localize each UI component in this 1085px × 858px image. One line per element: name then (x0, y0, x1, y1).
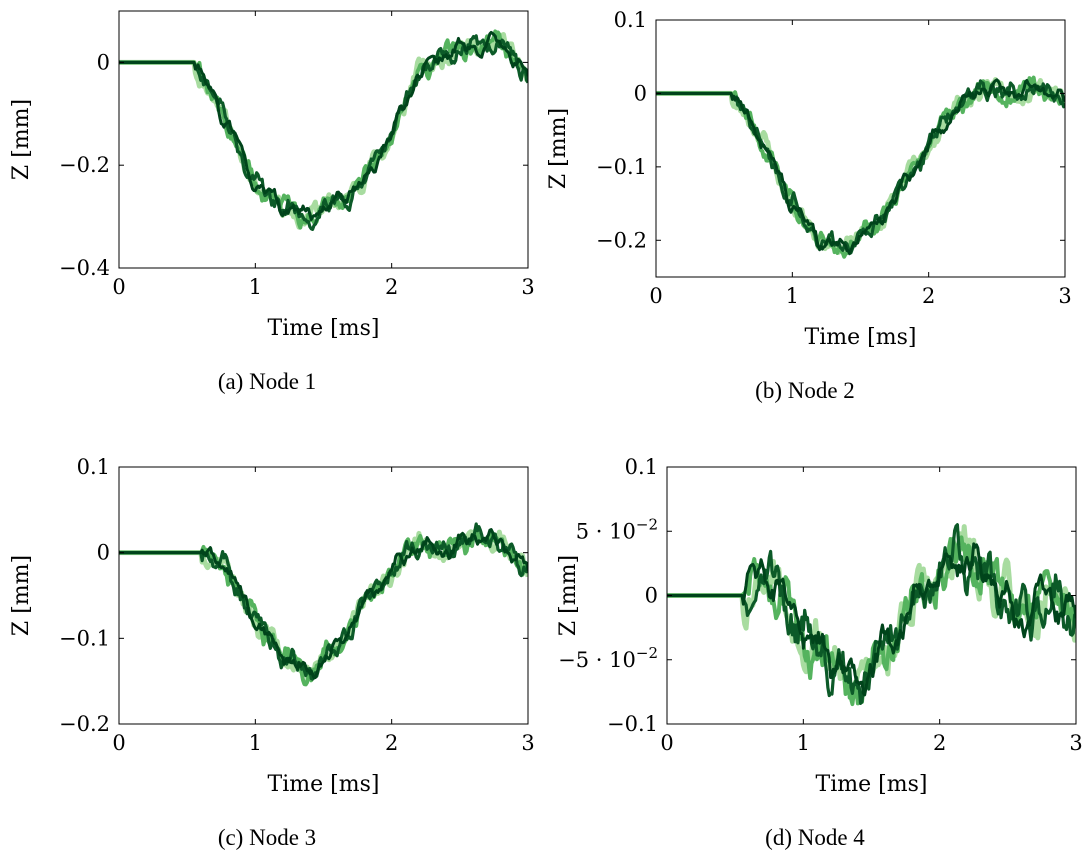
axes-frame (655, 19, 1066, 278)
x-tick-label: 3 (521, 731, 534, 755)
y-tick-label: −0.1 (607, 712, 658, 736)
series-line-4 (656, 78, 1065, 256)
panel-caption: (d) Node 4 (765, 825, 865, 850)
axes-frame (118, 466, 529, 725)
x-tick-label: 1 (249, 731, 262, 755)
panel-caption: (b) Node 2 (755, 378, 855, 403)
chart-panel-b: 0 1 2 3 −0.2 −0.1 0 0.1 Time [ms] Z [mm] (b) Node … (546, 8, 1072, 403)
x-axis-label: Time [ms] (805, 325, 917, 350)
y-tick-label: −0.4 (59, 256, 110, 280)
x-tick-label: 1 (786, 284, 799, 308)
y-tick-label: −0.1 (596, 155, 647, 179)
y-tick-label: 0.1 (77, 455, 110, 479)
axes-frame (118, 10, 529, 269)
panel-caption: (c) Node 3 (218, 825, 316, 850)
x-tick-label: 2 (933, 731, 946, 755)
x-tick-label: 0 (112, 731, 125, 755)
x-tick-label: 3 (1069, 731, 1082, 755)
x-axis-label: Time [ms] (268, 316, 380, 341)
y-axis-label: Z [mm] (546, 108, 571, 189)
y-tick-label: −0.2 (596, 228, 647, 252)
y-tick-label: 0 (634, 81, 647, 105)
series-line-1 (656, 77, 1065, 255)
y-tick-label: −5 · 10−2 (558, 644, 658, 672)
panel-caption: (a) Node 1 (218, 369, 316, 394)
y-tick-label: −0.1 (59, 626, 110, 650)
y-tick-label: 0.1 (614, 8, 647, 32)
x-axis-label: Time [ms] (268, 772, 380, 797)
x-tick-label: 2 (922, 284, 935, 308)
series-line-4 (667, 542, 1076, 697)
y-tick-label: 0 (97, 50, 110, 74)
y-tick-label: 0 (97, 541, 110, 565)
x-tick-label: 0 (660, 731, 673, 755)
x-axis-label: Time [ms] (816, 772, 928, 797)
y-tick-label: 0 (645, 584, 658, 608)
x-tick-label: 1 (249, 275, 262, 299)
series-line-4 (119, 528, 528, 680)
x-tick-label: 0 (649, 284, 662, 308)
y-tick-label: −0.2 (59, 712, 110, 736)
chart-panel-c: 0 1 2 3 −0.2 −0.1 0 0.1 Time [ms] Z [mm] (c) Node … (9, 455, 535, 850)
chart-panel-a: 0 1 2 3 −0.4 −0.2 0 Time [ms] Z [mm] (a) Node 1 (9, 10, 535, 394)
y-tick-label: −0.2 (59, 153, 110, 177)
series-line-4 (119, 30, 528, 222)
y-axis-label: Z [mm] (9, 99, 34, 180)
x-tick-label: 3 (521, 275, 534, 299)
y-axis-label: Z [mm] (556, 555, 581, 636)
x-tick-label: 2 (385, 731, 398, 755)
x-tick-label: 1 (797, 731, 810, 755)
y-tick-label: 0.1 (625, 455, 658, 479)
x-tick-label: 0 (112, 275, 125, 299)
y-tick-label: 5 · 10−2 (576, 515, 658, 543)
x-tick-label: 2 (385, 275, 398, 299)
x-tick-label: 3 (1058, 284, 1071, 308)
y-axis-label: Z [mm] (9, 555, 34, 636)
chart-panel-d: 0 1 2 3 −0.1 −5 · 10−2 0 5 · 10−2 0.1 Time [ms] Z … (556, 455, 1083, 850)
